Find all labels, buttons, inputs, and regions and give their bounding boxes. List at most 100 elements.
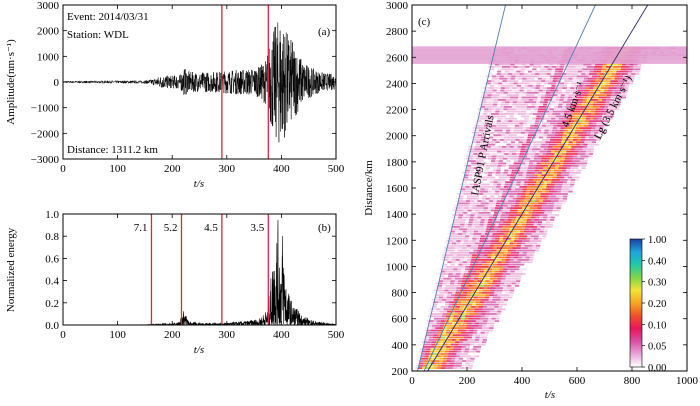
heat-cell [458, 294, 463, 297]
heat-cell [499, 207, 504, 209]
heat-cell [488, 235, 493, 238]
heat-cell [565, 171, 570, 174]
heat-cell [451, 339, 457, 341]
heat-cell [587, 110, 592, 113]
heat-cell [536, 66, 541, 68]
heat-cell [486, 131, 491, 134]
heat-cell [526, 204, 531, 207]
heat-cell [483, 209, 488, 212]
heat-cell [492, 136, 497, 139]
heat-cell [445, 367, 450, 369]
heat-cell [487, 174, 492, 177]
heat-cell [448, 303, 453, 306]
heat-cell [588, 155, 593, 158]
heat-cell [489, 247, 494, 249]
heat-cell [564, 176, 569, 179]
heat-cell [443, 327, 448, 329]
heat-cell [557, 204, 562, 207]
heat-cell [516, 68, 522, 71]
heat-cell [533, 207, 538, 209]
heat-cell [540, 228, 545, 231]
heat-cell [474, 341, 479, 344]
heat-cell [561, 122, 566, 125]
heat-cell [520, 87, 525, 89]
heat-cell [535, 183, 540, 186]
heat-cell [489, 296, 494, 299]
heat-cell [480, 301, 485, 304]
heat-cell [425, 367, 430, 369]
heat-cell [452, 367, 457, 369]
heat-cell [483, 273, 488, 275]
x-tick-label: 100 [109, 329, 126, 341]
heat-cell [483, 113, 488, 115]
heat-cell [549, 141, 554, 144]
heat-cell [550, 87, 556, 89]
heat-cell [614, 96, 619, 99]
heat-cell [549, 221, 554, 224]
heat-cell [566, 103, 571, 106]
heat-cell [473, 282, 478, 285]
heat-cell [480, 202, 485, 205]
heat-cell [571, 176, 576, 179]
heat-cell [486, 164, 491, 167]
heat-cell [567, 99, 572, 101]
heat-cell [557, 141, 562, 144]
heat-cell [450, 249, 455, 252]
heat-cell [504, 296, 509, 299]
heat-cell [457, 266, 463, 268]
heat-cell [559, 179, 564, 181]
heat-cell [570, 183, 575, 186]
heat-cell [437, 364, 443, 367]
heat-cell [484, 124, 489, 127]
heat-cell [510, 190, 515, 193]
heat-cell [528, 164, 533, 167]
heat-cell [471, 259, 476, 261]
heat-cell [519, 219, 524, 221]
heat-cell [516, 263, 521, 266]
heat-cell [622, 94, 627, 97]
heat-cell [506, 143, 511, 146]
heat-cell [497, 211, 502, 214]
heat-cell [427, 346, 432, 348]
heat-cell [457, 219, 462, 221]
heat-cell [598, 129, 603, 132]
heat-cell [504, 249, 509, 252]
heat-cell [485, 233, 490, 235]
heat-cell [513, 68, 518, 71]
heat-cell [455, 277, 460, 280]
heat-cell [457, 204, 462, 207]
heat-cell [579, 113, 584, 115]
heat-cell [479, 256, 484, 259]
heat-cell [581, 70, 586, 73]
heat-cell [469, 315, 474, 318]
heat-cell [537, 63, 542, 66]
heat-cell [524, 131, 529, 134]
heat-cell [422, 350, 427, 353]
heat-cell [570, 117, 575, 120]
heat-cell [495, 124, 500, 127]
heat-cell [531, 186, 536, 188]
heatmap-cells [412, 46, 687, 369]
heat-cell [456, 207, 461, 209]
heat-cell [536, 226, 541, 228]
heat-cell [553, 204, 558, 207]
heat-cell [463, 291, 468, 294]
heat-cell [616, 84, 622, 87]
heat-cell [502, 96, 507, 99]
heat-cell [565, 188, 570, 191]
heat-cell [501, 101, 506, 104]
heat-cell [498, 176, 503, 179]
heat-cell [585, 73, 590, 75]
velocity-label: 3.5 [251, 222, 265, 234]
heat-cell [526, 94, 531, 97]
heat-cell [551, 195, 556, 198]
heat-cell [461, 284, 466, 287]
heat-cell [582, 84, 587, 87]
heat-cell [515, 249, 520, 252]
heat-cell [449, 301, 454, 304]
heat-cell [523, 139, 528, 141]
heat-cell [611, 91, 616, 94]
heat-cell [587, 63, 592, 66]
heat-cell [491, 141, 496, 144]
heat-cell [458, 310, 463, 313]
